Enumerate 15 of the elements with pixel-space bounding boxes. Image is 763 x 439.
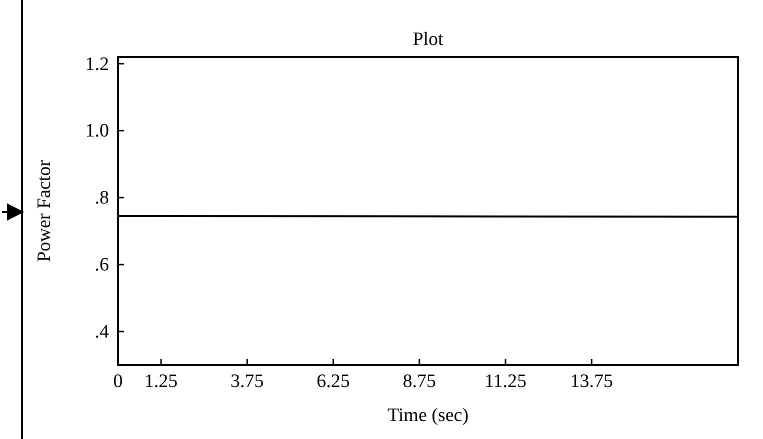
x-tick-label: 13.75 — [570, 371, 613, 392]
y-tick-label: .6 — [94, 254, 109, 276]
y-tick-label: .4 — [94, 322, 110, 343]
chart-title: Plot — [412, 29, 444, 50]
x-tick-label: 8.75 — [402, 371, 436, 392]
x-tick-label: 0 — [113, 371, 123, 392]
y-tick-label: 1.2 — [85, 54, 109, 75]
y-tick-label: .8 — [94, 188, 109, 209]
x-tick-label: 3.75 — [230, 371, 264, 392]
x-tick-label: 6.25 — [316, 371, 350, 392]
x-tick-label: 1.25 — [144, 371, 178, 392]
y-axis-title: Power Factor — [34, 159, 55, 262]
y-tick-label: 1.0 — [85, 120, 109, 142]
x-tick-label: 11.25 — [484, 371, 527, 392]
x-axis-title: Time (sec) — [387, 405, 469, 426]
